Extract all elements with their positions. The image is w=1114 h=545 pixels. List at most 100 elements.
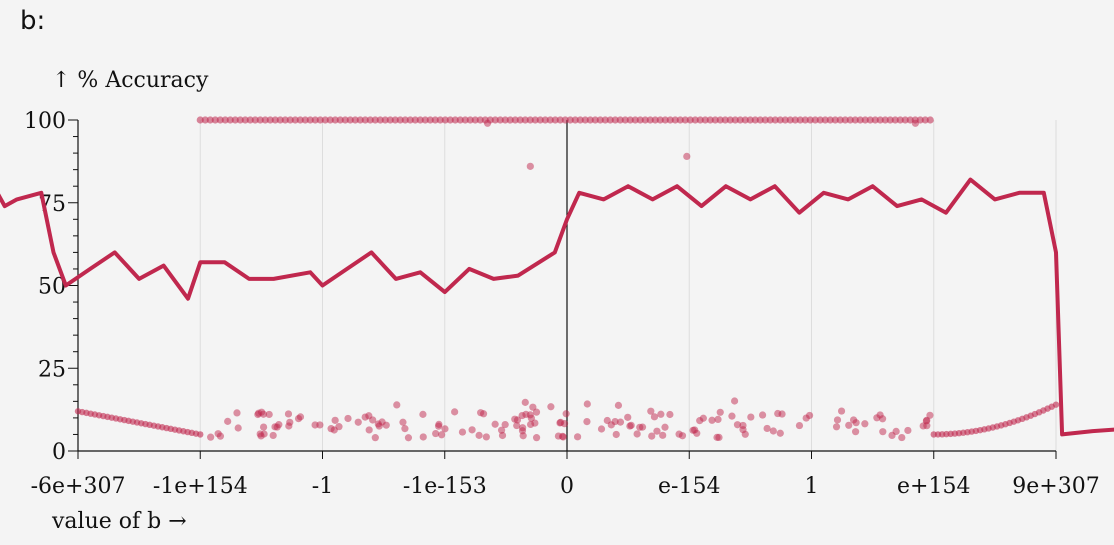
scatter-point (761, 116, 769, 124)
scatter-point (482, 433, 490, 441)
scatter-point (233, 409, 241, 417)
scatter-point (786, 116, 794, 124)
scatter-point (451, 408, 459, 416)
scatter-point (706, 116, 714, 124)
grid-lines (77, 120, 1057, 451)
scatter-point (683, 152, 691, 161)
scatter-point (621, 116, 629, 124)
scatter-point (256, 430, 264, 438)
scatter-point (266, 116, 274, 124)
scatter-point (758, 411, 767, 419)
scatter-point (881, 116, 889, 124)
scatter-point (529, 403, 537, 411)
scatter-point (376, 116, 384, 124)
scatter-point (781, 116, 789, 124)
scatter-point (451, 116, 459, 124)
scatter-point (281, 116, 289, 124)
scatter-point (708, 416, 716, 424)
scatter-point (736, 116, 744, 124)
scatter-point (435, 420, 443, 428)
scatter-point (612, 430, 620, 439)
scatter-point (196, 116, 204, 124)
scatter-point (361, 116, 369, 124)
scatter-point (306, 116, 314, 124)
scatter-point (531, 116, 539, 124)
scatter-point (466, 116, 474, 124)
scatter-point (603, 416, 611, 425)
scatter-point (441, 116, 449, 124)
scatter-point (657, 410, 665, 418)
scatter-point (562, 410, 570, 418)
scatter-point (751, 116, 759, 124)
scatter-point (331, 416, 339, 424)
x-tick-label: e-154 (658, 474, 720, 499)
scatter-point (276, 116, 284, 124)
scatter-point (614, 401, 623, 409)
scatter-point (653, 427, 661, 435)
scatter-point (556, 116, 564, 124)
scatter-point (892, 427, 900, 436)
scatter-point (284, 410, 293, 418)
scatter-point (571, 116, 579, 124)
scatter-point (241, 116, 249, 124)
scatter-point (756, 116, 764, 124)
scatter-point (879, 428, 887, 436)
scatter-point (391, 116, 399, 124)
scatter-point (845, 421, 853, 429)
scatter-point (404, 434, 413, 442)
scatter-point (458, 428, 467, 436)
scatter-point (224, 417, 232, 425)
scatter-point (795, 421, 804, 430)
scatter-point (541, 116, 549, 124)
scatter-point (381, 116, 389, 124)
scatter-point (879, 415, 887, 423)
scatter-point (906, 116, 914, 124)
scatter-point (207, 433, 215, 441)
scatter-point (256, 116, 264, 124)
scatter-point (886, 116, 894, 124)
scatter-point (371, 434, 379, 442)
scatter-point (631, 116, 639, 124)
scatter-point (536, 116, 544, 124)
scatter-point (832, 423, 841, 431)
scatter-point (271, 116, 279, 124)
scatter-point (691, 116, 699, 124)
scatter-point (696, 116, 704, 124)
scatter-point (221, 116, 229, 124)
scatter-points (74, 116, 1060, 442)
scatter-point (646, 116, 654, 124)
scatter-point (265, 410, 273, 419)
scatter-point (526, 116, 534, 124)
scatter-point (426, 116, 434, 124)
scatter-point (901, 116, 909, 124)
scatter-point (421, 116, 429, 124)
scatter-point (873, 414, 881, 422)
scatter-point (491, 116, 499, 124)
scatter-point (666, 116, 674, 124)
scatter-point (656, 116, 664, 124)
scatter-point (675, 430, 683, 438)
scatter-point (386, 116, 394, 124)
y-axis-title: ↑ % Accuracy (52, 68, 209, 93)
scatter-point (791, 116, 799, 124)
x-tick-label: 0 (560, 474, 574, 499)
x-tick-label: e+154 (897, 474, 970, 499)
scatter-point (802, 414, 810, 422)
scatter-point (236, 116, 244, 124)
scatter-point (714, 415, 722, 423)
scatter-point (511, 415, 519, 423)
scatter-point (601, 116, 609, 124)
scatter-point (361, 413, 369, 421)
scatter-point (836, 116, 844, 124)
scatter-point (234, 424, 242, 432)
scatter-point (581, 116, 589, 124)
scatter-point (344, 414, 352, 423)
scatter-point (351, 116, 359, 124)
scatter-point (713, 433, 721, 441)
scatter-point (651, 116, 659, 124)
scatter-point (811, 116, 819, 124)
scatter-point (246, 116, 254, 124)
scatter-point (521, 116, 529, 124)
x-tick-label: -1e+154 (153, 474, 248, 499)
